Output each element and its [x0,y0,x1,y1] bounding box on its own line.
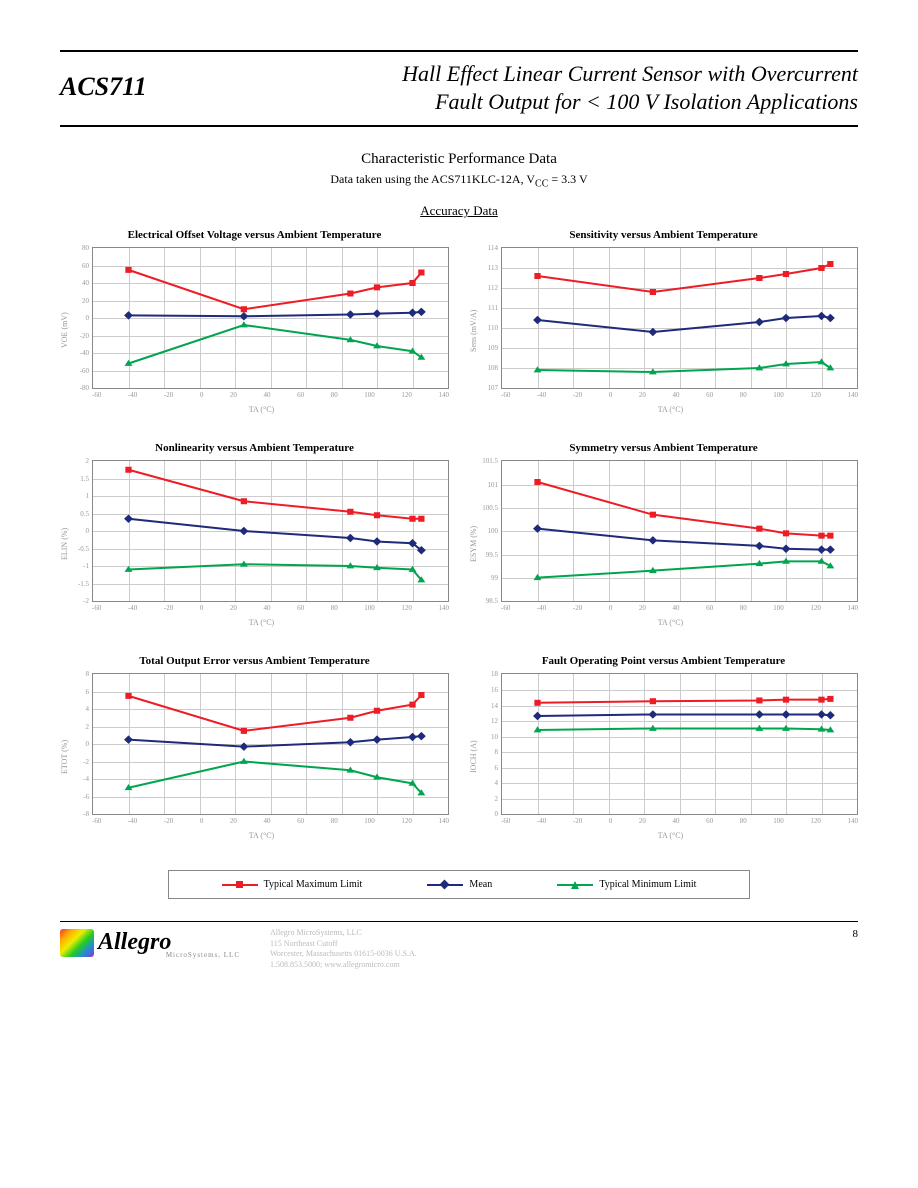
y-axis-label: Sens (mV/A) [469,247,483,414]
y-axis-label: ESYM (%) [469,460,483,627]
plot-area: 98.59999.5100100.5101101.5 [501,460,858,602]
y-axis-label: VOE (mV) [60,247,74,414]
x-axis-ticks: -60-40-20020406080100120140 [501,604,858,612]
x-axis-ticks: -60-40-20020406080100120140 [92,391,449,399]
x-axis-ticks: -60-40-20020406080100120140 [92,604,449,612]
chart: Nonlinearity versus Ambient Temperature E… [60,442,449,627]
legend-max: Typical Maximum Limit [222,879,363,890]
x-axis-label: TA (°C) [483,618,858,627]
chart: Electrical Offset Voltage versus Ambient… [60,229,449,414]
x-axis-ticks: -60-40-20020406080100120140 [92,817,449,825]
footer-address: Allegro MicroSystems, LLC 115 Northeast … [240,928,853,970]
legend: Typical Maximum Limit Mean Typical Minim… [168,870,750,899]
section-title: Characteristic Performance Data [60,151,858,168]
chart-title: Symmetry versus Ambient Temperature [469,442,858,454]
x-axis-ticks: -60-40-20020406080100120140 [501,391,858,399]
x-axis-ticks: -60-40-20020406080100120140 [501,817,858,825]
plot-area: -2-1.5-1-0.500.511.52 [92,460,449,602]
accuracy-heading: Accuracy Data [60,203,858,219]
part-number: ACS711 [60,60,200,102]
x-axis-label: TA (°C) [74,618,449,627]
chart-title: Total Output Error versus Ambient Temper… [60,655,449,667]
page-number: 8 [853,928,859,940]
document-title: Hall Effect Linear Current Sensor with O… [200,60,858,115]
x-axis-label: TA (°C) [74,831,449,840]
x-axis-label: TA (°C) [74,405,449,414]
plot-area: 024681012141618 [501,673,858,815]
y-axis-label: IOCH (A) [469,673,483,840]
chart: Sensitivity versus Ambient Temperature Se… [469,229,858,414]
charts-grid: Electrical Offset Voltage versus Ambient… [60,229,858,840]
y-axis-label: ETOT (%) [60,673,74,840]
chart: Symmetry versus Ambient Temperature ESYM … [469,442,858,627]
plot-area: -8-6-4-202468 [92,673,449,815]
chart-title: Nonlinearity versus Ambient Temperature [60,442,449,454]
y-axis-label: ELIN (%) [60,460,74,627]
logo-icon [60,929,94,957]
section-subtitle: Data taken using the ACS711KLC-12A, VCC … [60,172,858,189]
chart-title: Sensitivity versus Ambient Temperature [469,229,858,241]
legend-mean: Mean [427,879,492,890]
x-axis-label: TA (°C) [483,831,858,840]
x-axis-label: TA (°C) [483,405,858,414]
page-footer: Allegro MicroSystems, LLC Allegro MicroS… [60,928,858,970]
company-logo: Allegro MicroSystems, LLC [60,928,240,956]
chart: Total Output Error versus Ambient Temper… [60,655,449,840]
plot-area: -80-60-40-20020406080 [92,247,449,389]
chart: Fault Operating Point versus Ambient Tem… [469,655,858,840]
legend-min: Typical Minimum Limit [557,879,696,890]
chart-title: Fault Operating Point versus Ambient Tem… [469,655,858,667]
chart-title: Electrical Offset Voltage versus Ambient… [60,229,449,241]
page-header: ACS711 Hall Effect Linear Current Sensor… [60,60,858,115]
plot-area: 107108109110111112113114 [501,247,858,389]
